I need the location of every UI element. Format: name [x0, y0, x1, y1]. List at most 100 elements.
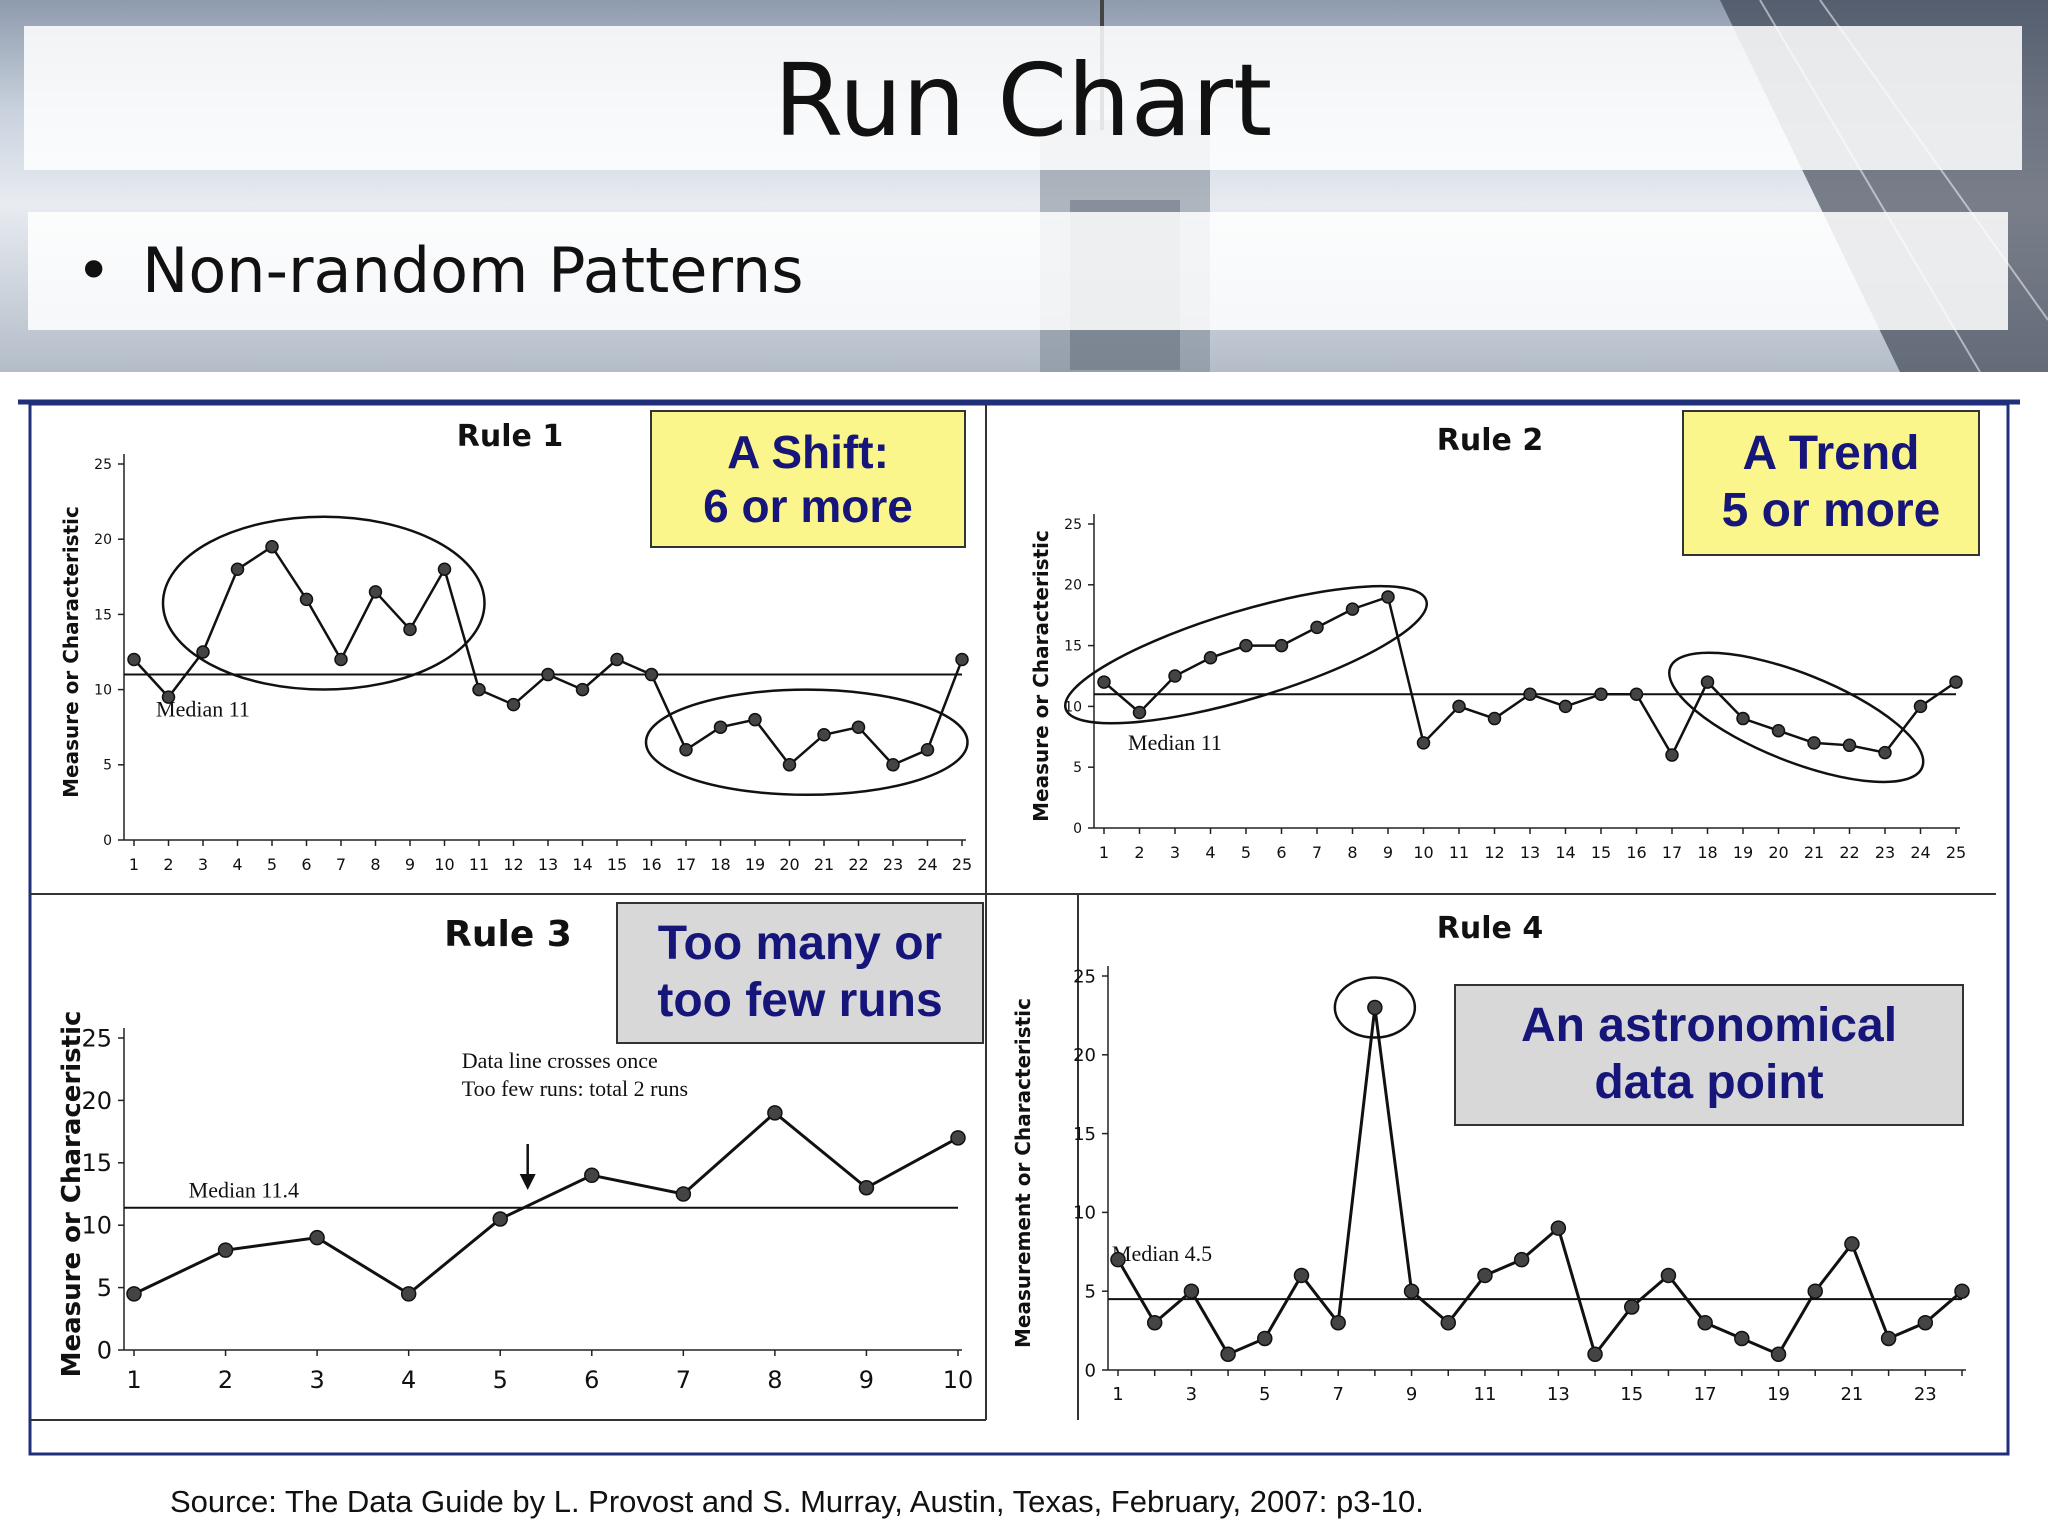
rule-4-data-point [1257, 1330, 1273, 1347]
rule-2-data-point [1594, 687, 1608, 701]
rule-1-x-tick-label: 22 [848, 855, 868, 874]
rule-1-x-tick-label: 16 [641, 855, 661, 874]
rule-2-y-tick-label: 5 [1073, 760, 1082, 776]
rule-2-x-tick-label: 3 [1170, 843, 1180, 862]
rule-2-data-point [1771, 723, 1786, 738]
rule-2-data-point [1345, 602, 1360, 616]
rule-2-x-tick-label: 17 [1662, 843, 1682, 862]
rule-1-data-point [713, 720, 728, 734]
rule-1-x-tick-label: 17 [676, 855, 696, 874]
rule-2-y-tick-label: 10 [1064, 699, 1082, 715]
rule-2-series-line [1103, 595, 1957, 758]
bullet-dot-icon: • [76, 236, 112, 306]
rule-4-x-tick-label: 15 [1620, 1384, 1643, 1405]
rule-3-arrow-head-icon [519, 1174, 536, 1190]
rule-4-x-tick-label: 7 [1332, 1384, 1343, 1405]
rule-2-x-tick-label: 12 [1484, 843, 1504, 862]
rule-3-y-tick-label: 15 [81, 1149, 112, 1177]
rule-4-x-tick-label: 21 [1840, 1384, 1863, 1405]
rule-2-data-point [1913, 699, 1928, 714]
bullet-text: Non-random Patterns [142, 234, 804, 307]
rule-3-x-tick-label: 6 [584, 1366, 599, 1394]
rule-4-data-point [1917, 1314, 1934, 1331]
rule-1-x-tick-label: 12 [503, 855, 523, 874]
rule-2-data-point [1842, 738, 1857, 753]
rule-2-y-tick-label: 15 [1064, 639, 1082, 655]
rule-1-x-tick-label: 18 [710, 855, 730, 874]
rule-2-data-point [1239, 638, 1253, 653]
rule-1-data-point [541, 667, 555, 682]
rule-1-x-tick-label: 5 [267, 855, 277, 874]
rule-4-x-tick-label: 3 [1186, 1384, 1197, 1405]
rule-1-x-tick-label: 7 [336, 855, 346, 874]
rule-1-data-point [644, 667, 659, 682]
rule-2-data-point [1097, 675, 1111, 689]
rule-4-data-point [1183, 1283, 1200, 1299]
rule-2-x-tick-label: 11 [1449, 843, 1469, 862]
rule-4-y-axis-label: Measurement or Characteristic [1011, 998, 1035, 1348]
rule-4-data-point [1513, 1251, 1530, 1268]
rule-1-data-point [334, 652, 348, 667]
rule-3-data-point [492, 1211, 508, 1227]
rule-4-data-point [1734, 1330, 1750, 1347]
rule-1-x-tick-label: 20 [779, 855, 799, 874]
callout-rule-3: Too many or too few runs [616, 902, 984, 1044]
rule-1-data-point [506, 697, 521, 712]
rule-2-y-tick-label: 25 [1064, 517, 1082, 533]
callout-rule-2: A Trend 5 or more [1682, 410, 1980, 556]
rule-2-x-tick-label: 7 [1312, 843, 1322, 862]
rule-4-data-point [1844, 1236, 1860, 1252]
rule-2-data-point [1700, 675, 1715, 689]
rule-1-x-tick-label: 15 [607, 855, 627, 874]
rule-2-chart-title: Rule 2 [1437, 423, 1543, 458]
rule-1-x-tick-label: 25 [952, 855, 972, 874]
rule-4-data-point [1697, 1314, 1713, 1331]
rule-4-x-tick-label: 17 [1694, 1384, 1717, 1405]
rule-1-data-point [368, 585, 383, 599]
rule-2-highlight-ellipse [1668, 651, 1925, 784]
rule-3-x-tick-label: 1 [126, 1366, 141, 1394]
rule-1-y-tick-label: 15 [94, 607, 112, 623]
rule-2-data-point [1665, 748, 1679, 762]
rule-4-x-tick-label: 19 [1767, 1384, 1790, 1405]
rule-3-y-axis-label: Measure or Characeristic [57, 1011, 87, 1378]
rule-3-data-point [400, 1286, 417, 1302]
rule-2-data-point [1203, 651, 1218, 665]
rule-3-y-tick-label: 0 [97, 1336, 112, 1364]
rule-2-x-tick-label: 4 [1205, 843, 1215, 862]
rule-3-x-tick-label: 7 [676, 1366, 691, 1394]
rule-3-x-tick-label: 10 [943, 1366, 974, 1394]
rule-4-x-tick-label: 23 [1914, 1384, 1937, 1405]
rule-2-data-point [1629, 687, 1644, 701]
rule-2-x-tick-label: 14 [1555, 843, 1575, 862]
rule-4-x-tick-label: 1 [1112, 1384, 1123, 1405]
rule-2-y-tick-label: 0 [1073, 821, 1082, 837]
rule-2-data-point [1807, 736, 1821, 750]
rule-2-data-point [1523, 687, 1537, 701]
rule-1-data-point [472, 682, 486, 697]
rule-1-data-point [161, 690, 176, 704]
rule-2-x-tick-label: 2 [1134, 843, 1144, 862]
rule-2-data-point [1310, 620, 1324, 635]
rule-1-x-tick-label: 13 [538, 855, 558, 874]
rule-2-x-tick-label: 9 [1383, 843, 1393, 862]
rule-1-y-tick-label: 10 [94, 683, 112, 699]
rule-4-x-tick-label: 5 [1259, 1384, 1270, 1405]
rule-3-x-tick-label: 3 [309, 1366, 324, 1394]
rule-1-data-point [748, 712, 762, 727]
rule-2-x-tick-label: 10 [1413, 843, 1433, 862]
rule-1-data-point [920, 743, 935, 757]
rule-1-y-axis-label: Measure or Characteristic [59, 506, 83, 798]
rule-4-y-tick-label: 20 [1073, 1045, 1096, 1066]
rule-3-x-tick-label: 5 [493, 1366, 508, 1394]
source-citation: Source: The Data Guide by L. Provost and… [170, 1484, 1424, 1519]
rule-4-data-point [1807, 1283, 1823, 1299]
title-band: Run Chart [24, 26, 2022, 170]
rule-1-y-tick-label: 20 [94, 532, 112, 548]
rule-4-data-point [1220, 1346, 1236, 1362]
rule-4-x-tick-label: 13 [1547, 1384, 1570, 1405]
rule-4-y-tick-label: 15 [1073, 1124, 1096, 1145]
rule-1-x-tick-label: 11 [469, 855, 489, 874]
rule-4-data-point [1477, 1267, 1493, 1284]
